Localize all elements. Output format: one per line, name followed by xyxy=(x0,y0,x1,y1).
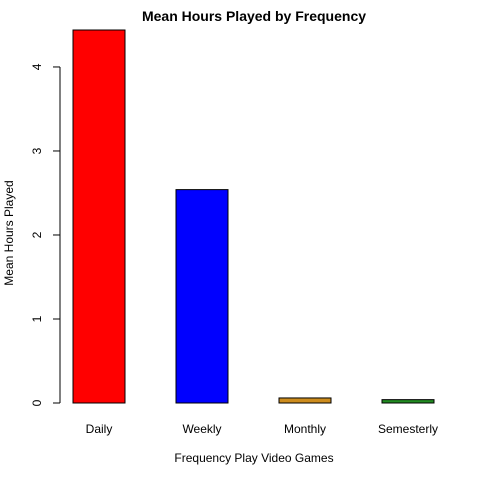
y-tick-label: 4 xyxy=(30,63,44,70)
x-tick-label-daily: Daily xyxy=(86,422,113,436)
bar-semesterly xyxy=(381,399,435,404)
y-tick-label: 3 xyxy=(30,147,44,154)
x-tick-label-semesterly: Semesterly xyxy=(378,422,438,436)
x-tick-label-monthly: Monthly xyxy=(284,422,326,436)
y-tick-label: 0 xyxy=(30,399,44,406)
bar-daily xyxy=(72,29,126,404)
y-tick-label: 1 xyxy=(30,315,44,322)
y-axis-ticks: 0 1 2 3 4 xyxy=(30,63,60,406)
bars-group xyxy=(72,29,435,404)
y-axis-label: Mean Hours Played xyxy=(2,180,16,285)
y-tick-label: 2 xyxy=(30,231,44,238)
x-tick-label-weekly: Weekly xyxy=(182,422,221,436)
x-axis-label: Frequency Play Video Games xyxy=(174,451,333,465)
x-axis-tick-labels: Daily Weekly Monthly Semesterly xyxy=(86,422,438,436)
bar-monthly xyxy=(278,397,332,404)
bar-weekly xyxy=(175,189,229,404)
chart-title: Mean Hours Played by Frequency xyxy=(142,8,366,24)
